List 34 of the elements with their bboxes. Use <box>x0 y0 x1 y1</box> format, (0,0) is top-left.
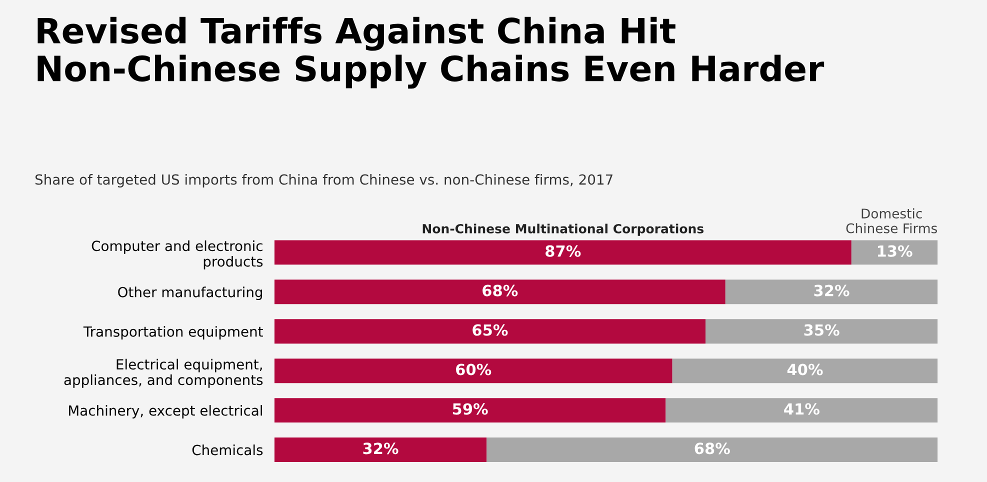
y-tick-label: Electrical equipment, appliances, and components <box>64 358 263 388</box>
bar <box>486 438 938 462</box>
bar <box>725 280 938 304</box>
data-label: 87% <box>546 245 581 257</box>
y-tick-label: Machinery, except electrical <box>68 405 262 418</box>
bar <box>274 358 672 384</box>
bar <box>274 438 487 462</box>
y-tick-label: Transportation equipment <box>83 326 263 340</box>
y-tick-label: Computer and electronic products <box>92 240 263 270</box>
data-label: 13% <box>878 245 912 257</box>
data-label: 35% <box>804 324 840 336</box>
series-label: Domestic Chinese Firms <box>846 208 938 234</box>
series-label: Non-Chinese Multinational Corporations <box>422 224 704 236</box>
bar <box>851 240 938 265</box>
data-label: 59% <box>452 403 488 415</box>
bar <box>706 319 938 344</box>
bar <box>274 240 852 265</box>
y-tick-label: Other manufacturing <box>118 286 262 300</box>
data-label: 68% <box>482 284 518 296</box>
bar <box>672 358 938 384</box>
data-label: 68% <box>694 442 730 454</box>
data-label: 40% <box>787 364 823 376</box>
y-tick-label: Chemicals <box>192 444 263 456</box>
bar <box>274 398 666 423</box>
chart-subtitle: Share of targeted US imports from China from Chinese vs. non-Chinese firms, 2017 <box>35 174 612 188</box>
data-label: 32% <box>363 442 398 454</box>
bar <box>666 398 938 423</box>
chart-title: Revised Tariffs Against China Hit Non-Chinese Supply Chains Even Harder <box>38 16 824 89</box>
data-label: 65% <box>472 324 508 336</box>
bar <box>274 319 706 344</box>
data-label: 41% <box>784 403 820 415</box>
data-label: 32% <box>814 284 850 296</box>
data-label: 60% <box>456 364 492 376</box>
bar <box>274 280 726 304</box>
